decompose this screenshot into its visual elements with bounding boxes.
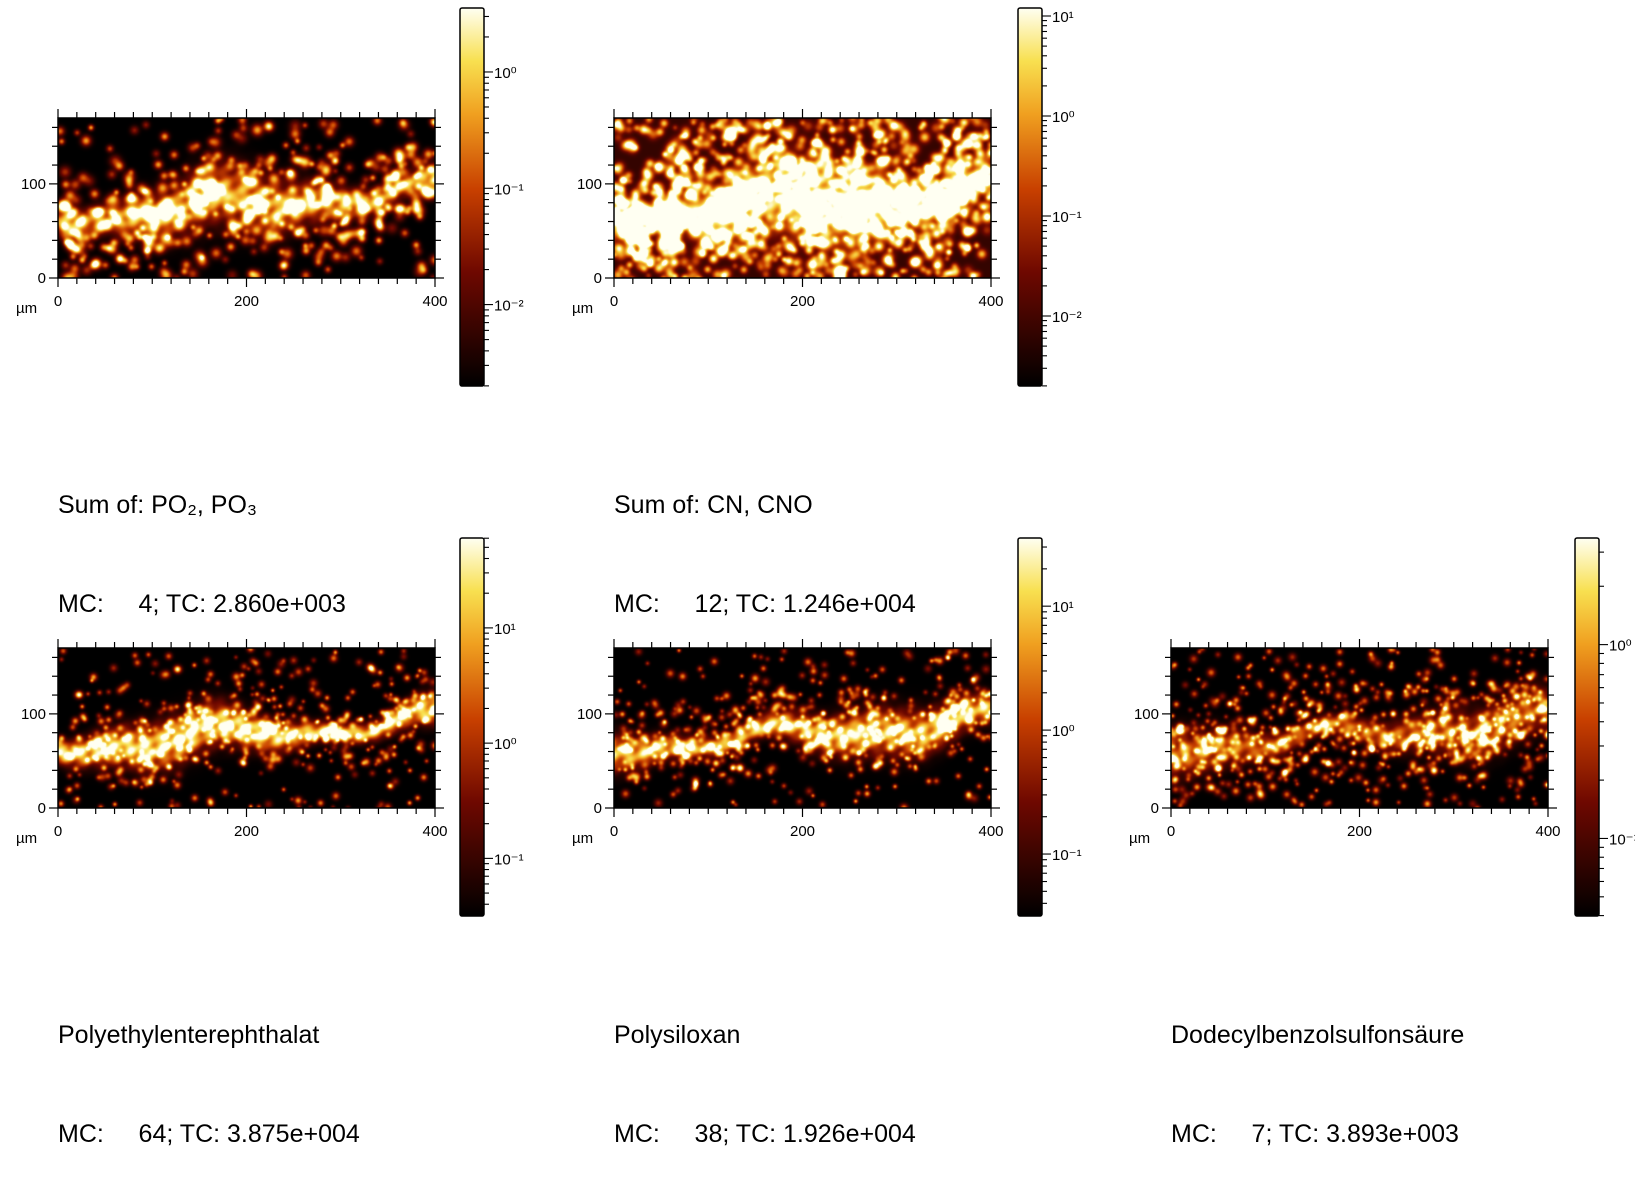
colorbar-gradient	[460, 8, 484, 386]
y-tick-label: 100	[21, 706, 46, 723]
y-tick-label: 100	[577, 706, 602, 723]
x-tick-label: 400	[422, 823, 447, 840]
colorbar-tick-label: 10⁰	[494, 65, 517, 82]
colorbar-tick-label: 10¹	[1052, 9, 1074, 26]
colorbar-tick-label: 10⁻¹	[1052, 209, 1082, 226]
x-tick-label: 0	[54, 823, 62, 840]
x-tick-label: 200	[790, 293, 815, 310]
panel-caption-3: Polyethylenterephthalat MC: 64; TC: 3.87…	[58, 953, 360, 1184]
colorbar-gradient	[460, 538, 484, 916]
colorbar-gradient	[1018, 538, 1042, 916]
colorbar-tick-label: 10⁻¹	[1609, 831, 1635, 848]
x-tick-label: 200	[1347, 823, 1372, 840]
colorbar-tick-label: 10⁰	[1052, 109, 1075, 126]
unit-label: µm	[1129, 830, 1150, 847]
unit-label: µm	[16, 300, 37, 317]
panel-title: Polyethylenterephthalat	[58, 1019, 360, 1052]
panel-caption-2: Sum of: CN, CNO MC: 12; TC: 1.246e+004	[614, 423, 916, 654]
colorbar-tick-label: 10⁻²	[1052, 309, 1082, 326]
y-tick-label: 0	[1151, 800, 1159, 817]
colorbar-tick-label: 10⁻²	[494, 298, 524, 315]
y-tick-label: 100	[1134, 706, 1159, 723]
x-tick-label: 0	[610, 823, 618, 840]
unit-label: µm	[572, 830, 593, 847]
x-tick-label: 400	[978, 293, 1003, 310]
y-tick-label: 0	[594, 800, 602, 817]
panel-stats: MC: 38; TC: 1.926e+004	[614, 1118, 916, 1151]
y-tick-label: 100	[577, 176, 602, 193]
unit-label: µm	[572, 300, 593, 317]
colorbar-1: 10⁰ 10⁻¹ 10⁻²	[460, 8, 524, 386]
panel-caption-5: Dodecylbenzolsulfonsäure MC: 7; TC: 3.89…	[1171, 953, 1464, 1184]
x-tick-label: 200	[790, 823, 815, 840]
x-tick-label: 200	[234, 823, 259, 840]
panel-caption-4: Polysiloxan MC: 38; TC: 1.926e+004	[614, 953, 916, 1184]
x-tick-label: 400	[978, 823, 1003, 840]
heatmap-image-3	[58, 648, 435, 808]
colorbar-4: 10¹ 10⁰ 10⁻¹	[1018, 538, 1082, 916]
y-tick-label: 0	[38, 800, 46, 817]
x-tick-label: 0	[1167, 823, 1175, 840]
heatmap-image-4	[614, 648, 991, 808]
x-tick-label: 0	[610, 293, 618, 310]
colorbar-tick-label: 10⁻¹	[494, 851, 524, 868]
panel-title: Sum of: CN, CNO	[614, 489, 916, 522]
panel-caption-1: Sum of: PO₂, PO₃ MC: 4; TC: 2.860e+003	[58, 423, 346, 654]
unit-label: µm	[16, 830, 37, 847]
heatmap-image-1	[58, 118, 435, 278]
colorbar-tick-label: 10¹	[494, 621, 516, 638]
y-tick-label: 100	[21, 176, 46, 193]
x-tick-label: 400	[422, 293, 447, 310]
heatmap-image-5	[1171, 648, 1548, 808]
colorbar-tick-label: 10⁻¹	[1052, 847, 1082, 864]
x-tick-label: 200	[234, 293, 259, 310]
colorbar-5: 10⁰ 10⁻¹	[1575, 538, 1635, 916]
colorbar-tick-label: 10⁻¹	[494, 181, 524, 198]
x-tick-label: 0	[54, 293, 62, 310]
panel-title: Sum of: PO₂, PO₃	[58, 489, 346, 522]
colorbar-tick-label: 10⁰	[1609, 638, 1632, 655]
y-tick-label: 0	[594, 270, 602, 287]
panel-stats: MC: 4; TC: 2.860e+003	[58, 588, 346, 621]
panel-title: Dodecylbenzolsulfonsäure	[1171, 1019, 1464, 1052]
panel-stats: MC: 12; TC: 1.246e+004	[614, 588, 916, 621]
colorbar-tick-label: 10⁰	[494, 736, 517, 753]
colorbar-tick-label: 10⁰	[1052, 723, 1075, 740]
colorbar-tick-label: 10¹	[1052, 599, 1074, 616]
colorbar-gradient	[1018, 8, 1042, 386]
panel-stats: MC: 64; TC: 3.875e+004	[58, 1118, 360, 1151]
colorbar-2: 10¹ 10⁰ 10⁻¹ 10⁻²	[1018, 8, 1082, 386]
colorbar-gradient	[1575, 538, 1599, 916]
heatmap-image-2	[614, 118, 991, 278]
y-tick-label: 0	[38, 270, 46, 287]
panel-stats: MC: 7; TC: 3.893e+003	[1171, 1118, 1464, 1151]
x-tick-label: 400	[1535, 823, 1560, 840]
colorbar-3: 10¹ 10⁰ 10⁻¹	[460, 538, 524, 916]
panel-title: Polysiloxan	[614, 1019, 916, 1052]
